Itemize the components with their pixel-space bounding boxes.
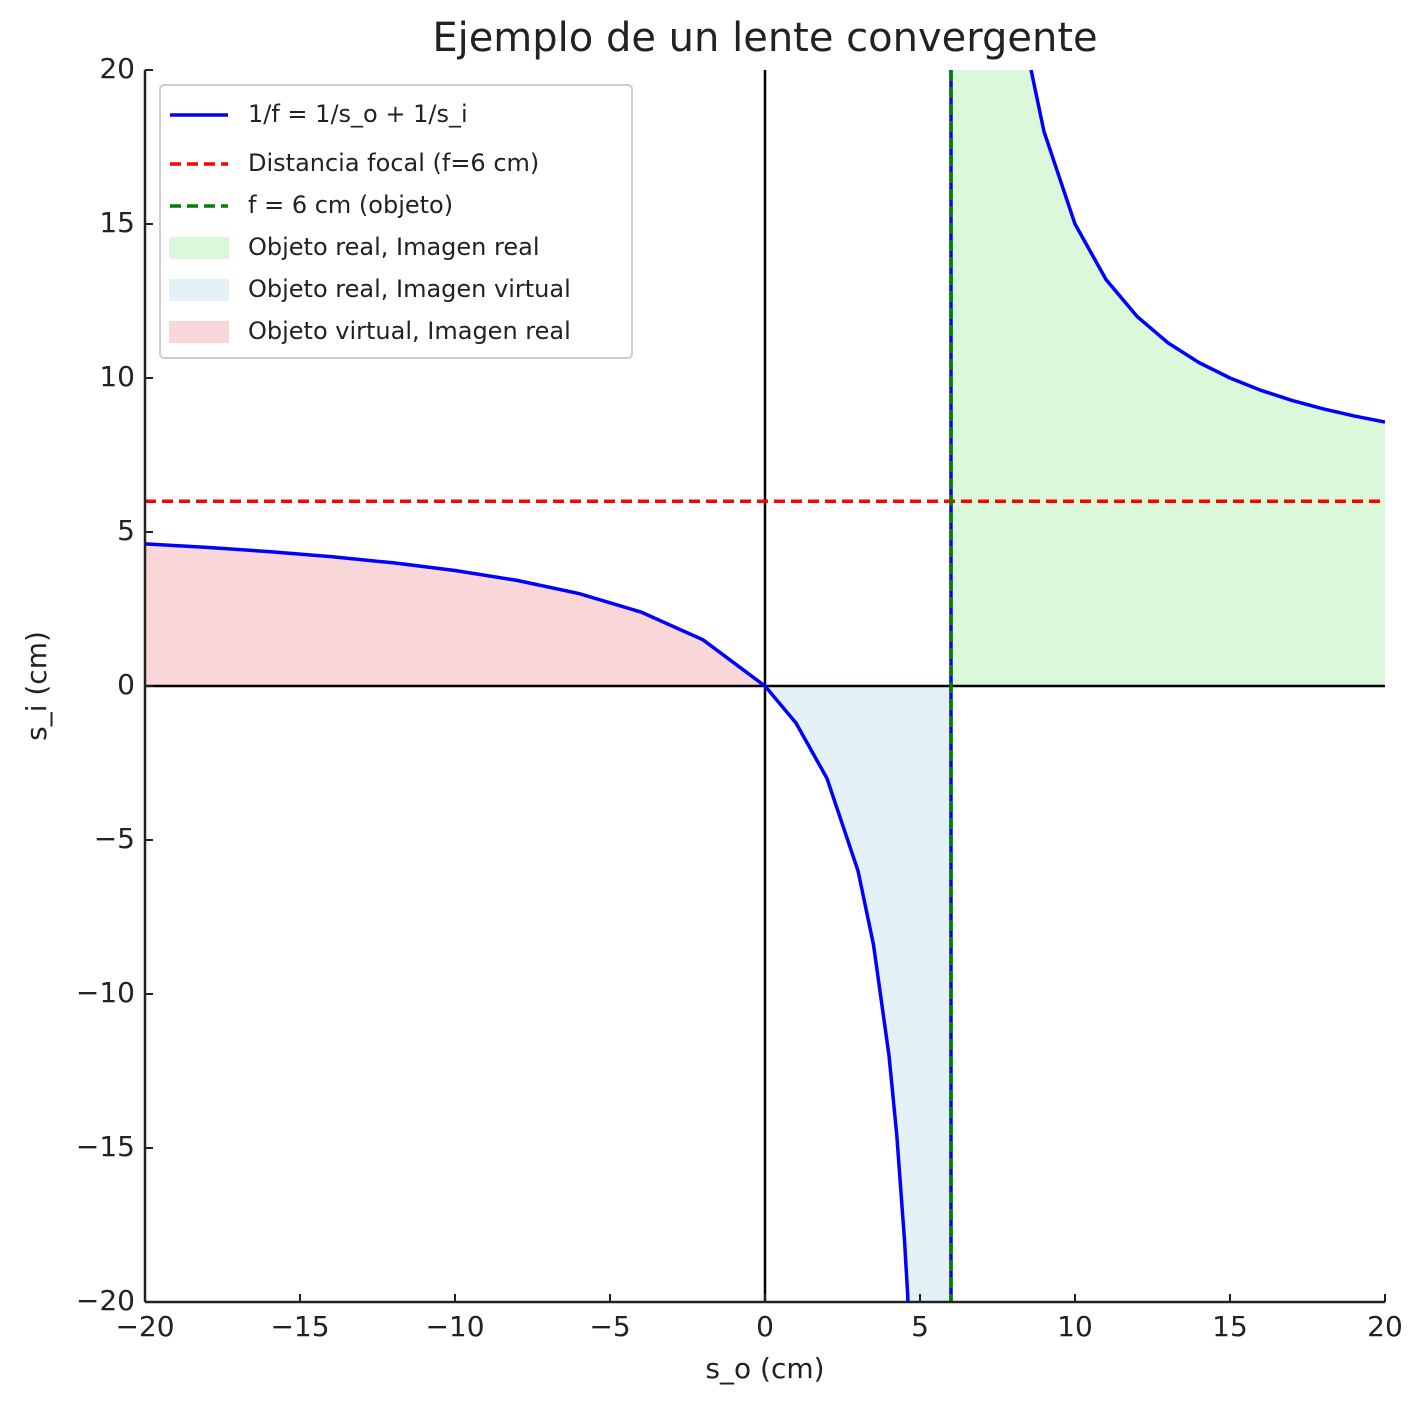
x-tick-label: −20	[115, 1310, 174, 1343]
plot-area	[145, 70, 1385, 1302]
y-axis-label: s_i (cm)	[20, 631, 53, 741]
y-tick-label: 0	[117, 668, 135, 701]
legend-swatch	[169, 279, 229, 301]
legend-label: Distancia focal (f=6 cm)	[248, 149, 539, 177]
y-tick-label: 10	[99, 360, 135, 393]
legend: 1/f = 1/s_o + 1/s_i Distancia focal (f=6 …	[159, 84, 633, 359]
x-tick-label: −10	[425, 1310, 484, 1343]
x-axis-label: s_o (cm)	[705, 1352, 824, 1385]
x-tick-label: −15	[270, 1310, 329, 1343]
y-tick-label: −10	[76, 976, 135, 1009]
y-tick-label: −15	[76, 1130, 135, 1163]
legend-swatch	[169, 321, 229, 343]
legend-label: Objeto virtual, Imagen real	[248, 317, 571, 345]
legend-label: Objeto real, Imagen real	[248, 233, 540, 261]
chart-title: Ejemplo de un lente convergente	[432, 15, 1097, 61]
x-tick-label: 5	[911, 1310, 929, 1343]
curve	[145, 70, 1385, 1302]
legend-label: Objeto real, Imagen virtual	[248, 275, 571, 303]
x-tick-label: 0	[756, 1310, 774, 1343]
x-tick-label: −5	[589, 1310, 630, 1343]
fill-region	[765, 686, 951, 1302]
axes: −20 −15 −10 −5 0 5 10 15 20 −20 −15 −10 −5 0 5 10 15 20	[76, 52, 1403, 1343]
fill-region	[145, 543, 765, 686]
legend-box	[159, 84, 633, 359]
y-tick-label: 20	[99, 52, 135, 85]
x-tick-label: 10	[1057, 1310, 1093, 1343]
legend-label: 1/f = 1/s_o + 1/s_i	[248, 100, 468, 128]
y-tick-label: −5	[94, 822, 135, 855]
x-tick-label: 15	[1212, 1310, 1248, 1343]
y-tick-label: 5	[117, 514, 135, 547]
y-tick-label: 15	[99, 206, 135, 239]
fill-region	[951, 70, 1385, 686]
legend-label: f = 6 cm (objeto)	[248, 191, 453, 219]
y-tick-label: −20	[76, 1284, 135, 1317]
legend-swatch	[169, 237, 229, 259]
x-tick-label: 20	[1367, 1310, 1403, 1343]
